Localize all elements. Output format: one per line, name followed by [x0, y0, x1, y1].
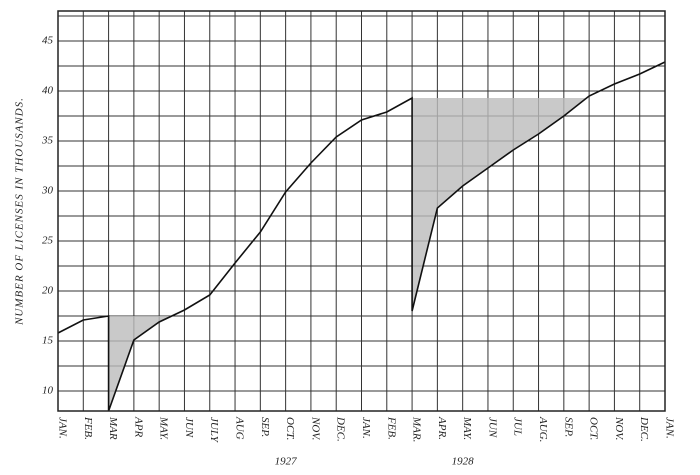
y-axis-label: NUMBER OF LICENSES IN THOUSANDS.	[14, 97, 26, 326]
shaded-region	[108, 316, 172, 411]
x-tick-label: AUG.	[537, 416, 549, 442]
plot-frame	[57, 10, 666, 412]
x-tick-label: FEB.	[82, 416, 94, 440]
x-tick-label: OCT.	[588, 417, 600, 440]
year-label: 1928	[452, 456, 475, 468]
y-tick-label: 20	[42, 285, 54, 297]
x-tick-label: JUL	[512, 417, 524, 436]
x-tick-label: NOV.	[309, 416, 321, 440]
y-tick-label: 30	[41, 185, 54, 197]
y-tick-label: 40	[42, 85, 54, 97]
x-tick-label: MAR.	[411, 416, 423, 442]
x-tick-label: NOV.	[613, 416, 625, 440]
y-tick-label: 45	[42, 35, 54, 47]
y-tick-label: 10	[42, 385, 54, 397]
x-tick-label: SEP.	[259, 417, 271, 437]
x-tick-label: MAY.	[158, 416, 170, 440]
x-tick-label: DEC.	[335, 416, 347, 442]
x-tick-label: APR.	[436, 416, 448, 440]
x-tick-label: JAN.	[56, 417, 68, 439]
x-tick-label: AUG	[234, 416, 246, 440]
x-tick-label: APR	[132, 416, 144, 437]
x-tick-label: FEB.	[385, 416, 397, 440]
x-tick-label: JUN	[486, 417, 498, 438]
x-tick-label: DEC.	[638, 416, 650, 442]
x-tick-label: JUN	[183, 417, 195, 438]
y-tick-label: 25	[42, 235, 54, 247]
y-tick-label: 35	[41, 135, 54, 147]
x-tick-label: MAY.	[461, 416, 473, 440]
x-tick-label: MAR	[107, 416, 119, 440]
x-tick-label: JAN.	[663, 417, 675, 439]
y-tick-label: 15	[42, 335, 54, 347]
x-tick-label: JULY	[208, 417, 220, 444]
x-tick-label: OCT.	[284, 417, 296, 440]
x-tick-label: JAN.	[360, 417, 372, 439]
year-label: 1927	[275, 456, 298, 468]
x-tick-label: SEP.	[562, 417, 574, 437]
shaded-region	[412, 98, 587, 311]
data-line	[57, 61, 666, 412]
